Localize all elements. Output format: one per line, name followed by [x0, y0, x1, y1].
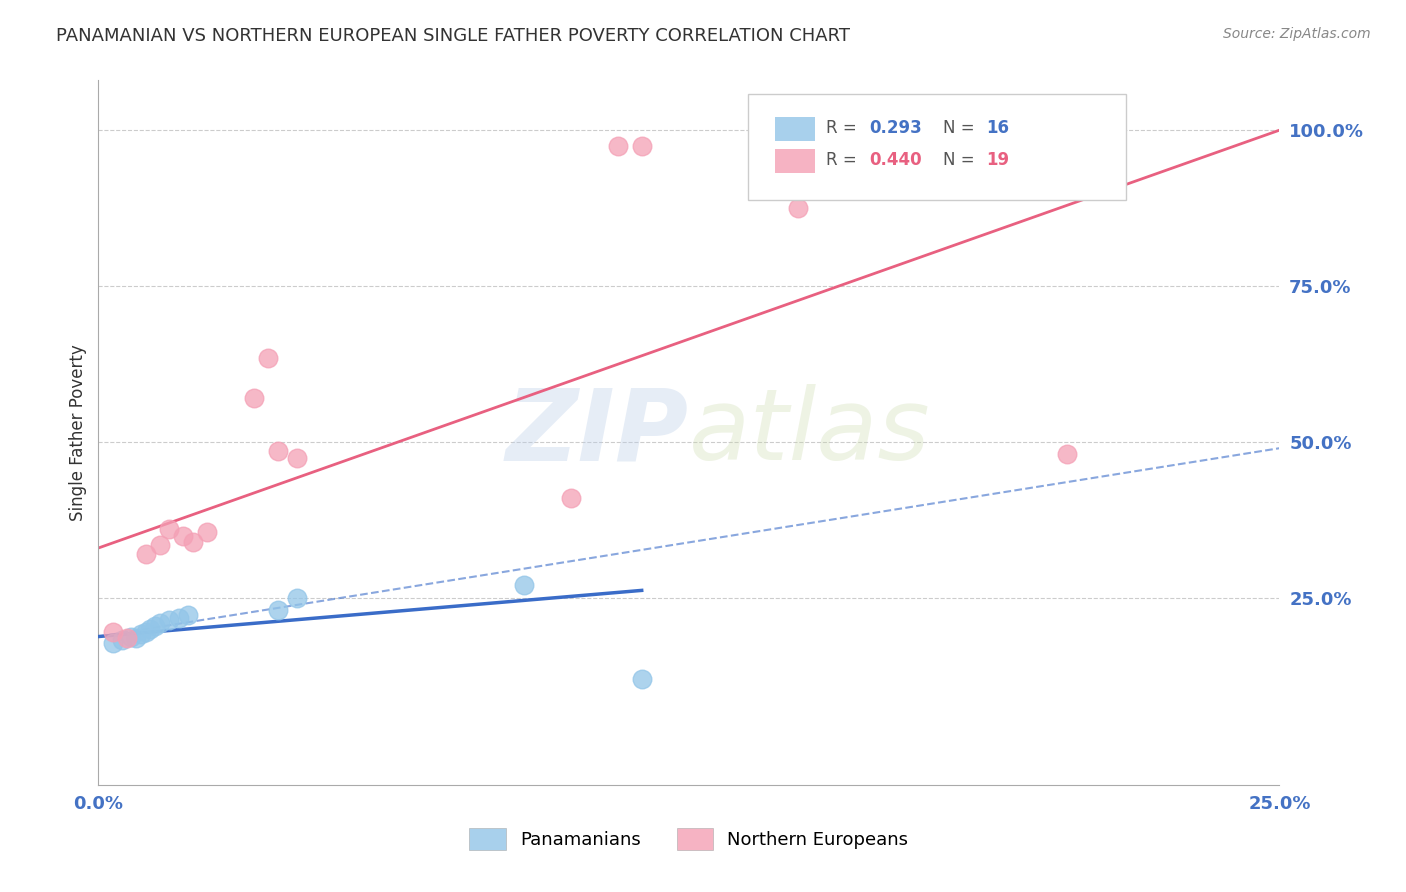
Point	[157, 613, 180, 627]
Point	[181, 534, 204, 549]
Point	[157, 522, 180, 536]
Point	[149, 615, 172, 630]
Point	[195, 525, 218, 540]
Text: 0.440: 0.440	[870, 151, 922, 169]
Point	[111, 632, 134, 647]
Y-axis label: Single Father Poverty: Single Father Poverty	[69, 344, 87, 521]
Text: 16: 16	[987, 120, 1010, 137]
Point	[866, 138, 889, 153]
Point	[630, 138, 652, 153]
Point	[167, 611, 190, 625]
Point	[129, 627, 152, 641]
Point	[512, 578, 534, 592]
Point	[1056, 447, 1078, 461]
Point	[139, 622, 162, 636]
Point	[101, 625, 124, 640]
Text: ZIP: ZIP	[506, 384, 689, 481]
Point	[285, 450, 308, 465]
Text: 0.293: 0.293	[870, 120, 922, 137]
FancyBboxPatch shape	[775, 117, 815, 141]
Text: N =: N =	[943, 120, 980, 137]
Point	[630, 672, 652, 686]
Text: PANAMANIAN VS NORTHERN EUROPEAN SINGLE FATHER POVERTY CORRELATION CHART: PANAMANIAN VS NORTHERN EUROPEAN SINGLE F…	[56, 27, 851, 45]
FancyBboxPatch shape	[748, 95, 1126, 200]
Point	[172, 528, 194, 542]
Point	[135, 547, 157, 561]
Text: Source: ZipAtlas.com: Source: ZipAtlas.com	[1223, 27, 1371, 41]
Point	[267, 603, 290, 617]
Point	[121, 630, 143, 644]
FancyBboxPatch shape	[775, 149, 815, 172]
Point	[101, 636, 124, 650]
Text: R =: R =	[825, 120, 862, 137]
Point	[267, 444, 290, 458]
Point	[135, 625, 157, 640]
Point	[607, 138, 630, 153]
Text: R =: R =	[825, 151, 862, 169]
Point	[560, 491, 582, 505]
Point	[115, 632, 138, 646]
Text: N =: N =	[943, 151, 980, 169]
Text: 19: 19	[987, 151, 1010, 169]
Point	[149, 538, 172, 552]
Text: atlas: atlas	[689, 384, 931, 481]
Point	[914, 138, 936, 153]
Legend: Panamanians, Northern Europeans: Panamanians, Northern Europeans	[463, 821, 915, 857]
Point	[786, 201, 808, 215]
Point	[143, 619, 166, 633]
Point	[257, 351, 280, 365]
Point	[125, 632, 148, 646]
Point	[177, 608, 200, 623]
Point	[285, 591, 308, 605]
Point	[243, 392, 266, 406]
